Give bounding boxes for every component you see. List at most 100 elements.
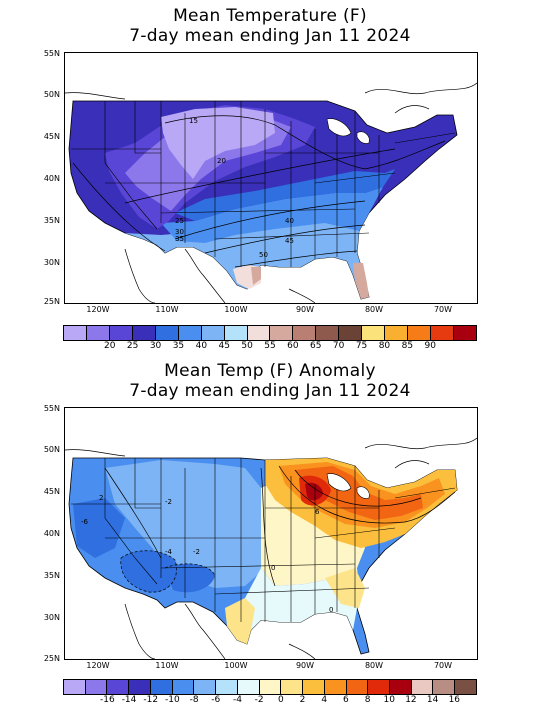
bottom-colorbar-swatch — [303, 680, 325, 694]
bottom-colorbar-swatch — [194, 680, 217, 694]
top-lon-label: 80W — [364, 305, 384, 314]
top-colorbar-label: 60 — [287, 341, 299, 351]
bottom-colorbar-swatch — [107, 680, 130, 694]
bottom-anomaly-map: 2 -2 -6 -4 -2 0 0 6 — [65, 437, 477, 659]
top-lat-label: 25N — [43, 297, 60, 306]
contour-label: 50 — [259, 251, 268, 259]
bottom-colorbar-swatch — [346, 680, 369, 694]
top-colorbar-swatch — [316, 326, 340, 340]
contour-label: 20 — [217, 157, 226, 165]
bottom-title-line2: 7-day mean ending Jan 11 2024 — [129, 381, 411, 401]
bottom-lon-label: 100W — [224, 661, 248, 670]
top-colorbar-swatch — [453, 326, 476, 340]
bottom-colorbar-label: 4 — [321, 695, 328, 705]
top-colorbar-swatch — [362, 326, 386, 340]
top-colorbar-swatch — [293, 326, 317, 340]
bottom-lat-label: 55N — [43, 404, 60, 413]
bottom-colorbar-label: -12 — [143, 695, 159, 705]
bottom-colorbar-swatch — [455, 680, 476, 694]
contour-label: 45 — [285, 237, 294, 245]
bottom-colorbar-swatch — [390, 680, 412, 694]
bottom-colorbar-label: -14 — [121, 695, 137, 705]
bottom-colorbar-swatch — [216, 680, 238, 694]
bottom-lon-label: 80W — [364, 661, 384, 670]
top-lat-label: 50N — [43, 90, 60, 99]
contour-label: -4 — [165, 548, 173, 556]
top-lat-label: 35N — [43, 216, 60, 225]
top-colorbar-swatch — [270, 326, 294, 340]
top-lat-label: 40N — [43, 174, 60, 183]
top-lon-label: 70W — [433, 305, 453, 314]
bottom-title-line1: Mean Temp (F) Anomaly — [164, 361, 376, 381]
bottom-map-panel: 2 -2 -6 -4 -2 0 0 6 — [64, 407, 478, 660]
top-colorbar-swatch — [431, 326, 454, 340]
bottom-colorbar-swatch — [150, 680, 173, 694]
bottom-colorbar-swatch — [433, 680, 456, 694]
top-colorbar-label: 50 — [241, 341, 253, 351]
bottom-colorbar-label: 16 — [448, 695, 461, 705]
bottom-colorbar-label: 8 — [364, 695, 371, 705]
bottom-colorbar-swatch — [64, 680, 86, 694]
top-colorbar-label: 80 — [378, 341, 391, 351]
bottom-lat-label: 40N — [43, 529, 60, 538]
bottom-colorbar-label: -6 — [211, 695, 221, 705]
bottom-colorbar-label: 12 — [405, 695, 417, 705]
contour-label: 35 — [175, 235, 184, 243]
top-colorbar-labels: 20 25 30 35 40 45 50 55 60 65 70 75 80 85 90 — [63, 341, 477, 353]
top-lat-label: 55N — [43, 49, 60, 58]
contour-label: -6 — [81, 518, 89, 526]
bottom-lat-label: 45N — [43, 487, 60, 496]
top-colorbar-label: 35 — [172, 341, 185, 351]
top-colorbar-swatch — [247, 326, 271, 340]
contour-label: 40 — [285, 217, 294, 225]
top-colorbar-label: 40 — [195, 341, 208, 351]
top-colorbar-label: 70 — [332, 341, 345, 351]
top-title-line2: 7-day mean ending Jan 11 2024 — [129, 26, 411, 46]
top-lat-label: 30N — [43, 258, 60, 267]
bottom-colorbar-label: 6 — [343, 695, 349, 705]
bottom-colorbar-swatch — [172, 680, 195, 694]
bottom-colorbar-swatch — [129, 680, 151, 694]
contour-label: 6 — [315, 508, 320, 516]
top-colorbar-swatch — [64, 326, 87, 340]
top-colorbar-swatch — [408, 326, 431, 340]
top-map-panel: 15 20 25 30 35 40 45 50 — [64, 52, 478, 304]
bottom-colorbar-label: 10 — [383, 695, 395, 705]
top-lon-label: 100W — [224, 305, 248, 314]
top-colorbar-label: 45 — [218, 341, 230, 351]
contour-label: 15 — [189, 117, 198, 125]
top-temperature-map: 15 20 25 30 35 40 45 50 — [65, 82, 477, 303]
bottom-colorbar-label: -10 — [165, 695, 180, 705]
top-colorbar-swatch — [385, 326, 409, 340]
bottom-colorbar-label: -4 — [232, 695, 242, 705]
bottom-colorbar-label: 0 — [277, 695, 284, 705]
top-colorbar-label: 30 — [149, 341, 162, 351]
contour-label: -2 — [193, 548, 200, 556]
top-lon-label: 110W — [155, 305, 179, 314]
top-lon-label: 90W — [295, 305, 315, 314]
top-colorbar-label: 75 — [355, 341, 368, 351]
top-lat-label: 45N — [43, 132, 60, 141]
contour-label: 30 — [175, 228, 184, 236]
bottom-colorbar-swatch — [237, 680, 260, 694]
top-colorbar-swatch — [201, 326, 225, 340]
top-colorbar-label: 85 — [401, 341, 414, 351]
top-colorbar-label: 55 — [264, 341, 276, 351]
contour-label: 0 — [271, 564, 275, 572]
bottom-colorbar-label: 14 — [426, 695, 439, 705]
top-colorbar-swatch — [132, 326, 156, 340]
top-colorbar — [63, 325, 477, 341]
top-colorbar-swatch — [224, 326, 248, 340]
top-colorbar-swatch — [109, 326, 133, 340]
top-colorbar-label: 90 — [424, 341, 436, 351]
bottom-lat-label: 35N — [43, 571, 60, 580]
top-colorbar-swatch — [155, 326, 179, 340]
top-colorbar-label: 25 — [126, 341, 139, 351]
bottom-lat-label: 25N — [43, 654, 60, 663]
bottom-colorbar-swatch — [368, 680, 391, 694]
top-colorbar-swatch — [86, 326, 110, 340]
top-colorbar-swatch — [339, 326, 363, 340]
bottom-lat-label: 30N — [43, 613, 60, 622]
top-colorbar-label: 20 — [104, 341, 116, 351]
top-colorbar-label: 65 — [310, 341, 322, 351]
